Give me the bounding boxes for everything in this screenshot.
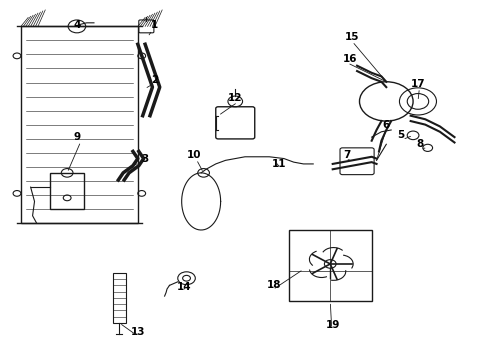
Bar (21, 26, 138, 223)
Bar (114, 273, 125, 323)
Text: 1: 1 (151, 19, 158, 30)
Bar (289, 230, 372, 301)
Text: 10: 10 (187, 150, 201, 160)
Text: 11: 11 (272, 159, 286, 169)
Text: 9: 9 (74, 132, 80, 142)
Text: 12: 12 (228, 93, 243, 103)
Text: 4: 4 (73, 19, 80, 30)
Text: 2: 2 (151, 75, 158, 85)
Text: 15: 15 (345, 32, 360, 42)
Text: 13: 13 (130, 327, 145, 337)
Text: 8: 8 (417, 139, 424, 149)
Text: 16: 16 (343, 54, 357, 64)
Text: 17: 17 (411, 78, 425, 89)
Text: 7: 7 (343, 150, 351, 160)
Text: 3: 3 (142, 154, 149, 163)
Text: 14: 14 (177, 282, 192, 292)
Text: 19: 19 (325, 320, 340, 330)
Text: 5: 5 (397, 130, 405, 140)
Text: 18: 18 (267, 280, 281, 291)
Text: 6: 6 (383, 120, 390, 130)
Bar (50, 173, 84, 208)
